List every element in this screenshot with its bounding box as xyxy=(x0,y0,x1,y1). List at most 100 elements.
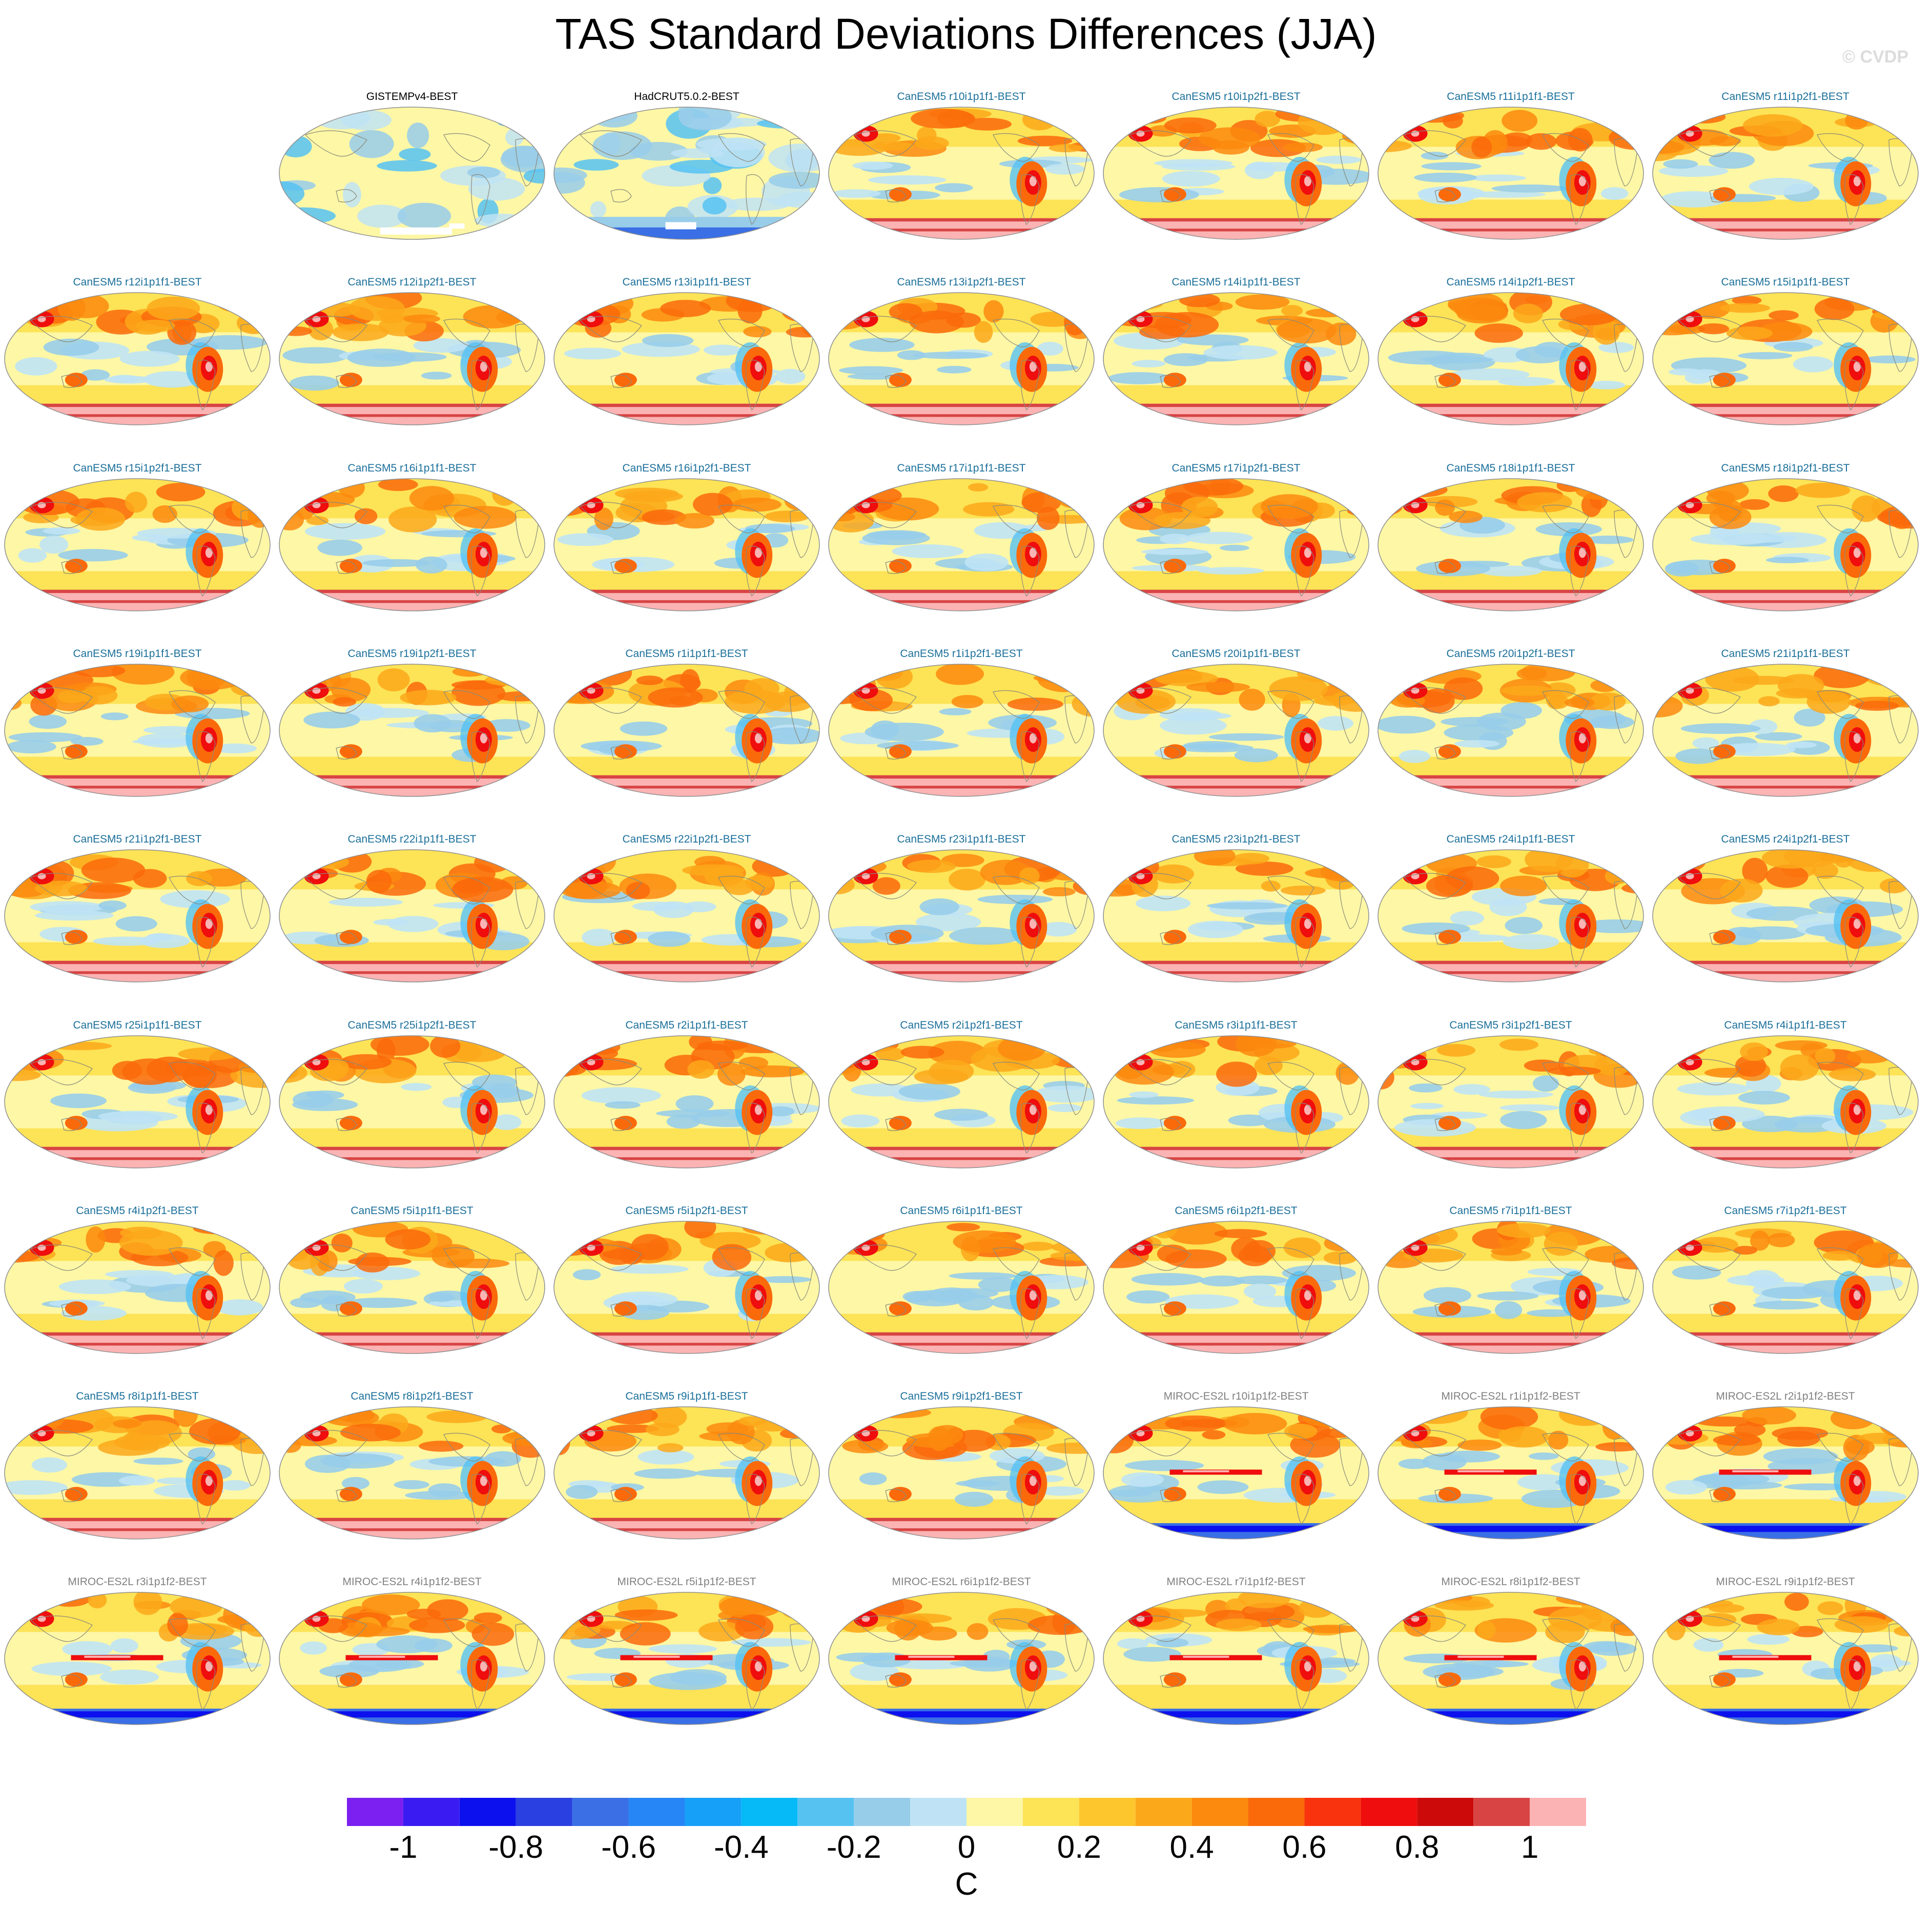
robinson-map xyxy=(553,478,820,611)
map-panel: GISTEMPv4-BEST xyxy=(275,90,549,275)
robinson-map xyxy=(828,1592,1095,1726)
map-panel: CanESM5 r25i1p2f1-BEST xyxy=(275,1018,549,1204)
robinson-map xyxy=(4,1592,271,1726)
robinson-map xyxy=(1378,664,1644,797)
robinson-map xyxy=(279,664,545,797)
colorbar-swatch xyxy=(967,1798,1023,1826)
map-field xyxy=(1653,478,1918,611)
map-panel: CanESM5 r12i1p1f1-BEST xyxy=(0,275,275,461)
panel-title: CanESM5 r16i1p2f1-BEST xyxy=(622,462,751,474)
panel-title: MIROC-ES2L r1i1p1f2-BEST xyxy=(1441,1390,1580,1403)
map-panel: CanESM5 r1i1p2f1-BEST xyxy=(824,647,1099,832)
colorbar-tick-label: -0.4 xyxy=(714,1830,769,1865)
map-panel: CanESM5 r15i1p2f1-BEST xyxy=(0,461,275,647)
robinson-map xyxy=(553,1035,820,1168)
panel-title: CanESM5 r2i1p1f1-BEST xyxy=(625,1019,748,1031)
robinson-map xyxy=(1103,664,1369,797)
map-panel: CanESM5 r24i1p2f1-BEST xyxy=(1648,832,1923,1018)
map-panel: HadCRUT5.0.2-BEST xyxy=(549,90,824,275)
panel-title: MIROC-ES2L r3i1p1f2-BEST xyxy=(68,1576,207,1588)
colorbar-swatch xyxy=(572,1798,629,1826)
map-field xyxy=(554,850,819,982)
map-panel: MIROC-ES2L r3i1p1f2-BEST xyxy=(0,1575,275,1760)
panel-title: CanESM5 r18i1p2f1-BEST xyxy=(1721,462,1850,474)
watermark: © CVDP xyxy=(1842,47,1908,67)
panel-title: CanESM5 r25i1p2f1-BEST xyxy=(347,1019,477,1031)
panel-title: CanESM5 r17i1p1f1-BEST xyxy=(897,462,1026,474)
panel-title: CanESM5 r21i1p2f1-BEST xyxy=(73,833,202,846)
panel-title: CanESM5 r25i1p1f1-BEST xyxy=(73,1019,202,1031)
map-panel: CanESM5 r11i1p2f1-BEST xyxy=(1648,90,1923,275)
colorbar-swatch xyxy=(516,1798,572,1826)
robinson-map xyxy=(1378,849,1644,982)
panel-title: MIROC-ES2L r6i1p1f2-BEST xyxy=(892,1576,1031,1588)
map-panel: CanESM5 r19i1p2f1-BEST xyxy=(275,647,549,832)
colorbar-tick-label: -0.2 xyxy=(827,1830,881,1865)
map-panel: CanESM5 r5i1p1f1-BEST xyxy=(275,1204,549,1389)
map-field xyxy=(829,1407,1094,1540)
colorbar-swatch xyxy=(1022,1798,1079,1826)
map-panel: CanESM5 r9i1p1f1-BEST xyxy=(549,1389,824,1575)
map-panel: CanESM5 r4i1p1f1-BEST xyxy=(1648,1018,1923,1204)
colorbar-tick-label: 1 xyxy=(1521,1830,1538,1865)
robinson-map xyxy=(279,478,545,611)
map-panel: CanESM5 r15i1p1f1-BEST xyxy=(1648,275,1923,461)
panel-title: CanESM5 r7i1p2f1-BEST xyxy=(1724,1204,1847,1217)
panel-title: CanESM5 r24i1p1f1-BEST xyxy=(1446,833,1575,846)
robinson-map xyxy=(828,664,1095,797)
map-field xyxy=(5,1221,270,1353)
panel-title: CanESM5 r9i1p1f1-BEST xyxy=(625,1390,748,1403)
panel-title: CanESM5 r4i1p1f1-BEST xyxy=(1724,1019,1847,1031)
panel-title: CanESM5 r15i1p2f1-BEST xyxy=(73,462,202,474)
panel-title: CanESM5 r4i1p2f1-BEST xyxy=(76,1204,199,1217)
panel-title: CanESM5 r12i1p1f1-BEST xyxy=(73,276,202,289)
map-panel: CanESM5 r17i1p2f1-BEST xyxy=(1099,461,1373,647)
map-panel: CanESM5 r6i1p2f1-BEST xyxy=(1099,1204,1373,1389)
panel-title: CanESM5 r23i1p2f1-BEST xyxy=(1171,833,1301,846)
robinson-map xyxy=(1378,1035,1644,1168)
robinson-map xyxy=(279,1592,545,1726)
colorbar-swatch xyxy=(797,1798,854,1826)
panel-title: CanESM5 r8i1p2f1-BEST xyxy=(351,1390,474,1403)
map-panel: CanESM5 r14i1p1f1-BEST xyxy=(1099,275,1373,461)
map-panel: CanESM5 r8i1p2f1-BEST xyxy=(275,1389,549,1575)
robinson-map xyxy=(553,849,820,982)
robinson-map xyxy=(828,1406,1095,1540)
robinson-map xyxy=(553,664,820,797)
map-panel: CanESM5 r13i1p1f1-BEST xyxy=(549,275,824,461)
panel-title: CanESM5 r5i1p1f1-BEST xyxy=(351,1204,474,1217)
panel-title: CanESM5 r19i1p1f1-BEST xyxy=(73,647,202,660)
map-panel: MIROC-ES2L r1i1p1f2-BEST xyxy=(1373,1389,1648,1575)
map-field xyxy=(1378,107,1643,239)
map-panel: CanESM5 r22i1p1f1-BEST xyxy=(275,832,549,1018)
map-panel: CanESM5 r13i1p2f1-BEST xyxy=(824,275,1099,461)
panel-title: CanESM5 r11i1p1f1-BEST xyxy=(1447,91,1575,102)
robinson-map xyxy=(4,1035,271,1168)
map-panel: CanESM5 r7i1p2f1-BEST xyxy=(1648,1204,1923,1389)
colorbar-swatch xyxy=(1079,1798,1136,1826)
map-panel: MIROC-ES2L r5i1p1f2-BEST xyxy=(549,1575,824,1760)
panel-title: CanESM5 r3i1p2f1-BEST xyxy=(1449,1019,1572,1031)
colorbar-swatch xyxy=(1530,1798,1586,1826)
map-panel: CanESM5 r23i1p2f1-BEST xyxy=(1099,832,1373,1018)
robinson-map xyxy=(4,478,271,611)
colorbar-swatch xyxy=(910,1798,967,1826)
panel-title: CanESM5 r3i1p1f1-BEST xyxy=(1175,1019,1298,1031)
panel-title: CanESM5 r14i1p1f1-BEST xyxy=(1171,276,1301,289)
robinson-map xyxy=(279,1406,545,1540)
robinson-map xyxy=(1652,664,1919,797)
map-field xyxy=(279,1035,545,1168)
map-field xyxy=(829,293,1094,425)
panel-title: CanESM5 r22i1p2f1-BEST xyxy=(622,833,751,846)
map-panel: CanESM5 r17i1p1f1-BEST xyxy=(824,461,1099,647)
map-field xyxy=(1653,293,1918,425)
colorbar-swatch xyxy=(1417,1798,1474,1826)
robinson-map xyxy=(4,1406,271,1540)
colorbar-tick-label: 0.6 xyxy=(1282,1830,1326,1865)
panel-title: MIROC-ES2L r7i1p1f2-BEST xyxy=(1166,1576,1306,1588)
panel-title: CanESM5 r6i1p1f1-BEST xyxy=(900,1204,1023,1217)
map-field xyxy=(829,107,1094,239)
panel-title: CanESM5 r21i1p1f1-BEST xyxy=(1721,647,1850,660)
robinson-map xyxy=(1378,292,1644,426)
